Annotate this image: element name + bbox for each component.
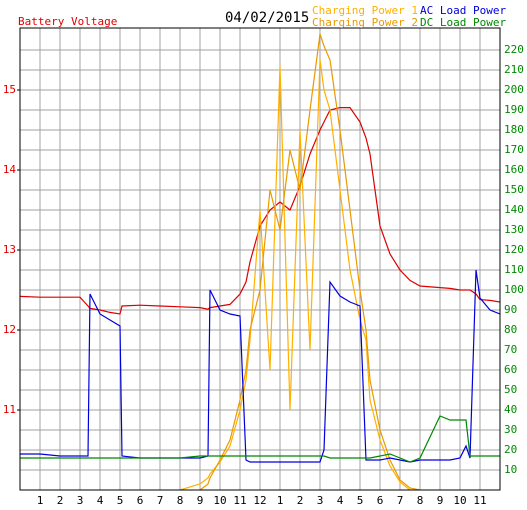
y2-tick-label: 20 xyxy=(504,443,517,456)
x-tick-label: 9 xyxy=(437,494,444,507)
series-line xyxy=(20,269,500,463)
y2-tick-label: 110 xyxy=(504,263,524,276)
x-tick-label: 7 xyxy=(157,494,164,507)
x-tick-label: 3 xyxy=(317,494,324,507)
y-tick-label: 15 xyxy=(3,83,16,96)
legend-entry: Charging Power 2 xyxy=(312,16,418,29)
legend-entry: Charging Power 1 xyxy=(312,4,418,17)
x-tick-label: 10 xyxy=(213,494,226,507)
y2-tick-label: 70 xyxy=(504,343,517,356)
x-tick-label: 7 xyxy=(397,494,404,507)
y2-tick-label: 160 xyxy=(504,163,524,176)
y2-tick-label: 180 xyxy=(504,123,524,136)
plot-frame xyxy=(19,27,501,491)
y-tick-label: 11 xyxy=(3,403,16,416)
x-tick-label: 8 xyxy=(417,494,424,507)
x-tick-label: 4 xyxy=(337,494,344,507)
chart-title: 04/02/2015 xyxy=(225,10,309,26)
y2-tick-label: 170 xyxy=(504,143,524,156)
y2-tick-label: 50 xyxy=(504,383,517,396)
y-tick-label: 12 xyxy=(3,323,16,336)
y2-tick-label: 140 xyxy=(504,203,524,216)
legend-entry: DC Load Power xyxy=(420,16,506,29)
x-tick-label: 8 xyxy=(177,494,184,507)
y-tick-label: 14 xyxy=(3,163,17,176)
x-tick-label: 4 xyxy=(97,494,104,507)
grid xyxy=(20,28,500,490)
legend-entry: AC Load Power xyxy=(420,4,506,17)
y2-tick-label: 90 xyxy=(504,303,517,316)
x-tick-label: 11 xyxy=(473,494,486,507)
series-line xyxy=(199,33,421,490)
x-tick-label: 9 xyxy=(197,494,204,507)
x-tick-label: 10 xyxy=(453,494,466,507)
x-tick-label: 2 xyxy=(57,494,64,507)
lines xyxy=(20,33,500,490)
y2-tick-label: 190 xyxy=(504,103,524,116)
y2-tick-label: 30 xyxy=(504,423,517,436)
x-tick-label: 11 xyxy=(233,494,246,507)
legend-entry: Battery Voltage xyxy=(18,15,117,28)
x-tick-label: 12 xyxy=(253,494,266,507)
y2-tick-label: 120 xyxy=(504,243,524,256)
series-line xyxy=(179,59,420,490)
y2-tick-label: 220 xyxy=(504,43,524,56)
series-line xyxy=(20,107,500,315)
x-tick-label: 2 xyxy=(297,494,304,507)
y2-tick-label: 210 xyxy=(504,63,524,76)
y2-tick-label: 130 xyxy=(504,223,524,236)
y2-tick-label: 40 xyxy=(504,403,517,416)
x-tick-label: 1 xyxy=(37,494,44,507)
y2-tick-label: 10 xyxy=(504,463,517,476)
y2-tick-label: 80 xyxy=(504,323,517,336)
x-tick-label: 5 xyxy=(357,494,364,507)
y-tick-label: 13 xyxy=(3,243,16,256)
x-tick-label: 1 xyxy=(277,494,284,507)
y2-tick-label: 150 xyxy=(504,183,524,196)
y2-tick-label: 200 xyxy=(504,83,524,96)
x-tick-label: 3 xyxy=(77,494,84,507)
x-tick-label: 5 xyxy=(117,494,124,507)
series-line xyxy=(20,415,500,463)
x-tick-label: 6 xyxy=(377,494,384,507)
y2-tick-label: 60 xyxy=(504,363,517,376)
y2-tick-label: 100 xyxy=(504,283,524,296)
x-tick-label: 6 xyxy=(137,494,144,507)
